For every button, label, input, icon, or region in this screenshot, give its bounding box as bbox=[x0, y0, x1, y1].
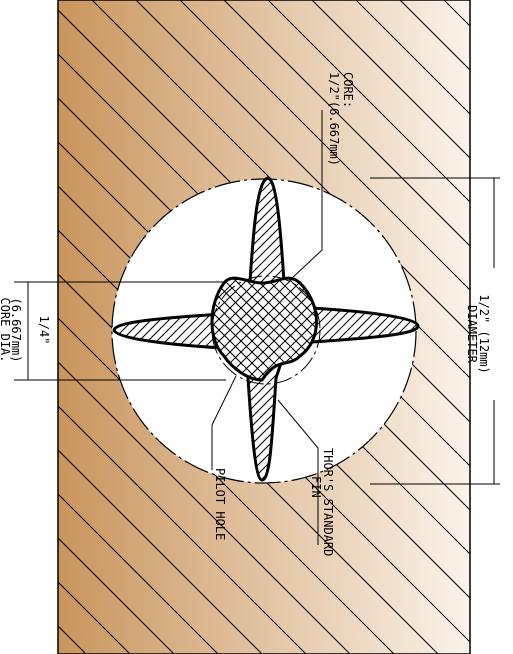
core-dia-mm-label: (6.667mm) bbox=[9, 297, 23, 362]
fin-brand-label: THOR'S STANDARD bbox=[321, 448, 335, 556]
core-size-label: 1/2"(6.667mm) bbox=[327, 72, 341, 166]
pilot-hole-label: PILOT HOLE bbox=[213, 468, 227, 540]
core-dia-dimension bbox=[14, 281, 226, 381]
core-diameter-circle bbox=[211, 275, 321, 385]
diameter-word-label: DIAMETER bbox=[465, 305, 479, 364]
leader-lines bbox=[211, 110, 323, 545]
fin-word-label: FIN bbox=[309, 476, 323, 498]
pilot-hole-leader bbox=[211, 375, 237, 470]
fin-leader bbox=[277, 399, 319, 545]
core-dia-word-label: CORE DIA. bbox=[0, 297, 12, 362]
core-leader bbox=[289, 110, 323, 281]
core-dia-value-label: 1/4" bbox=[37, 316, 51, 345]
diameter-value-label: 1/2" (12mm) bbox=[477, 294, 491, 373]
diameter-dimension bbox=[370, 177, 500, 485]
core-title-label: CORE: bbox=[341, 72, 355, 108]
